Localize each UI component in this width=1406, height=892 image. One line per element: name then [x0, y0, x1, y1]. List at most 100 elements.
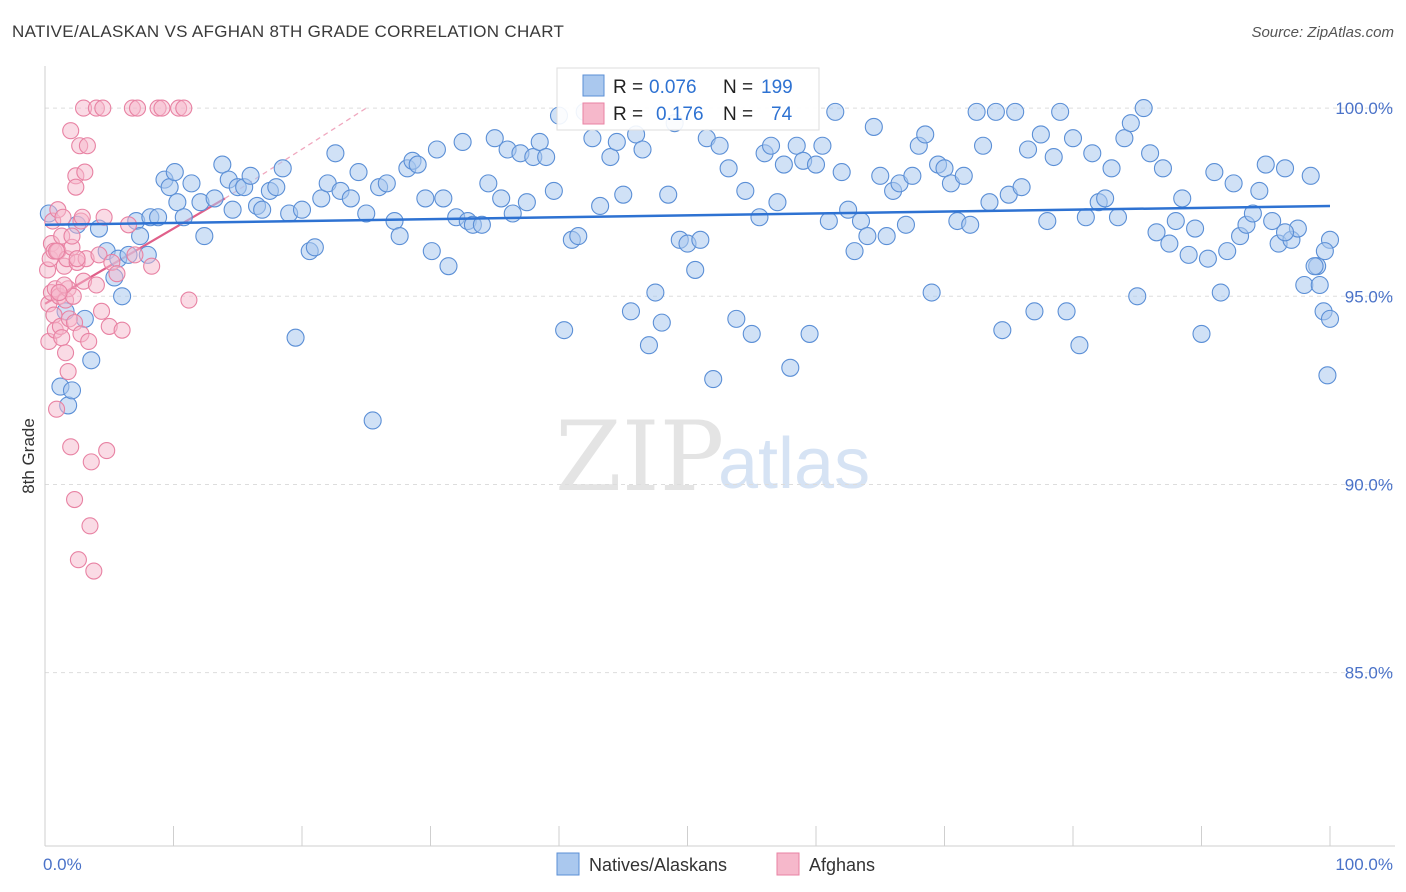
native-point	[750, 208, 769, 227]
native-point	[871, 166, 890, 185]
native-point	[555, 321, 574, 340]
native-point	[845, 242, 864, 261]
natives-points	[39, 99, 1340, 430]
native-point	[1096, 189, 1115, 208]
native-point	[601, 147, 620, 167]
native-point	[916, 125, 935, 144]
native-point	[312, 189, 331, 208]
legend-r-label-afghans: R =	[613, 104, 643, 125]
y-tick-labels: 85.0% 90.0% 95.0% 100.0%	[1335, 99, 1393, 683]
y-axis-label: 8th Grade	[19, 418, 38, 494]
native-point	[569, 227, 588, 246]
native-point	[1108, 208, 1128, 227]
native-point	[1121, 114, 1140, 133]
native-point	[408, 155, 427, 174]
stats-legend: R = 0.076 N = 199 R = 0.176 N = 74	[556, 67, 820, 131]
afghan-point	[143, 257, 161, 275]
native-point	[1310, 275, 1329, 295]
native-point	[1160, 234, 1179, 253]
native-point	[980, 193, 999, 212]
native-point	[363, 411, 382, 430]
afghan-point	[92, 302, 111, 320]
native-point	[967, 102, 986, 121]
bottom-legend-swatch-natives[interactable]	[556, 852, 580, 876]
native-point	[1051, 102, 1070, 121]
native-point	[1275, 159, 1295, 178]
native-point	[492, 189, 511, 208]
native-point	[993, 321, 1012, 340]
afghan-point	[128, 99, 147, 117]
native-point	[1301, 166, 1320, 185]
legend-n-value-afghans: 74	[771, 104, 793, 125]
afghan-point	[98, 442, 116, 460]
native-point	[385, 211, 404, 231]
native-point	[614, 185, 633, 204]
y-tick-label-95: 95.0%	[1345, 287, 1393, 306]
native-point	[583, 129, 602, 148]
native-point	[1263, 211, 1282, 231]
native-point	[691, 230, 710, 249]
afghan-point	[57, 344, 75, 362]
native-point	[800, 324, 819, 343]
native-point	[1256, 155, 1275, 174]
native-point	[864, 117, 883, 136]
native-point	[427, 140, 446, 159]
y-tick-label-90: 90.0%	[1345, 475, 1393, 494]
afghan-point	[48, 400, 66, 418]
afghan-point	[82, 453, 100, 471]
legend-n-value-natives: 199	[761, 77, 793, 98]
y-tick-label-85: 85.0%	[1345, 664, 1393, 683]
native-point	[896, 215, 916, 234]
native-point	[1166, 211, 1185, 231]
native-point	[1070, 336, 1089, 355]
axes	[44, 66, 1395, 847]
native-point	[1318, 366, 1337, 385]
afghan-point	[126, 246, 144, 264]
native-point	[973, 136, 993, 155]
afghan-point	[69, 551, 87, 569]
native-point	[62, 381, 82, 400]
chart-title: NATIVE/ALASKAN VS AFGHAN 8TH GRADE CORRE…	[12, 22, 565, 41]
native-point	[530, 132, 549, 152]
afghan-point	[95, 208, 113, 226]
afghan-point	[87, 276, 105, 294]
native-point	[544, 181, 563, 200]
afghan-point	[94, 99, 112, 117]
natives-trend-line	[44, 204, 1331, 227]
native-point	[422, 242, 441, 261]
afghan-point	[63, 227, 81, 245]
native-point	[213, 155, 232, 174]
native-point	[390, 227, 409, 246]
source-credit: Source: ZipAtlas.com	[1251, 24, 1394, 41]
native-point	[1192, 324, 1211, 343]
native-point	[646, 283, 665, 302]
native-point	[131, 227, 150, 246]
native-point	[503, 204, 522, 223]
native-point	[182, 174, 201, 193]
native-point	[1102, 159, 1121, 178]
afghan-point	[62, 122, 80, 140]
native-point	[1006, 102, 1025, 121]
native-point	[82, 351, 101, 370]
native-point	[326, 144, 345, 163]
bottom-legend-swatch-afghans[interactable]	[776, 852, 800, 876]
x-tick-label-max: 100.0%	[1335, 855, 1393, 874]
native-point	[195, 227, 214, 246]
native-point	[517, 193, 536, 212]
legend-r-value-natives: 0.076	[649, 77, 697, 98]
afghan-point	[67, 178, 85, 196]
native-point	[832, 163, 851, 182]
bottom-legend-label-natives[interactable]: Natives/Alaskans	[589, 855, 727, 875]
native-point	[537, 147, 556, 167]
native-point	[639, 336, 659, 355]
native-point	[1076, 208, 1095, 227]
native-point	[858, 227, 877, 246]
native-point	[439, 257, 458, 276]
native-point	[1224, 174, 1243, 193]
afghan-point	[80, 332, 98, 350]
bottom-legend-label-afghans[interactable]: Afghans	[809, 855, 875, 875]
native-point	[736, 181, 755, 200]
native-point	[1186, 219, 1205, 238]
native-point	[1044, 147, 1063, 167]
native-point	[1115, 129, 1134, 148]
